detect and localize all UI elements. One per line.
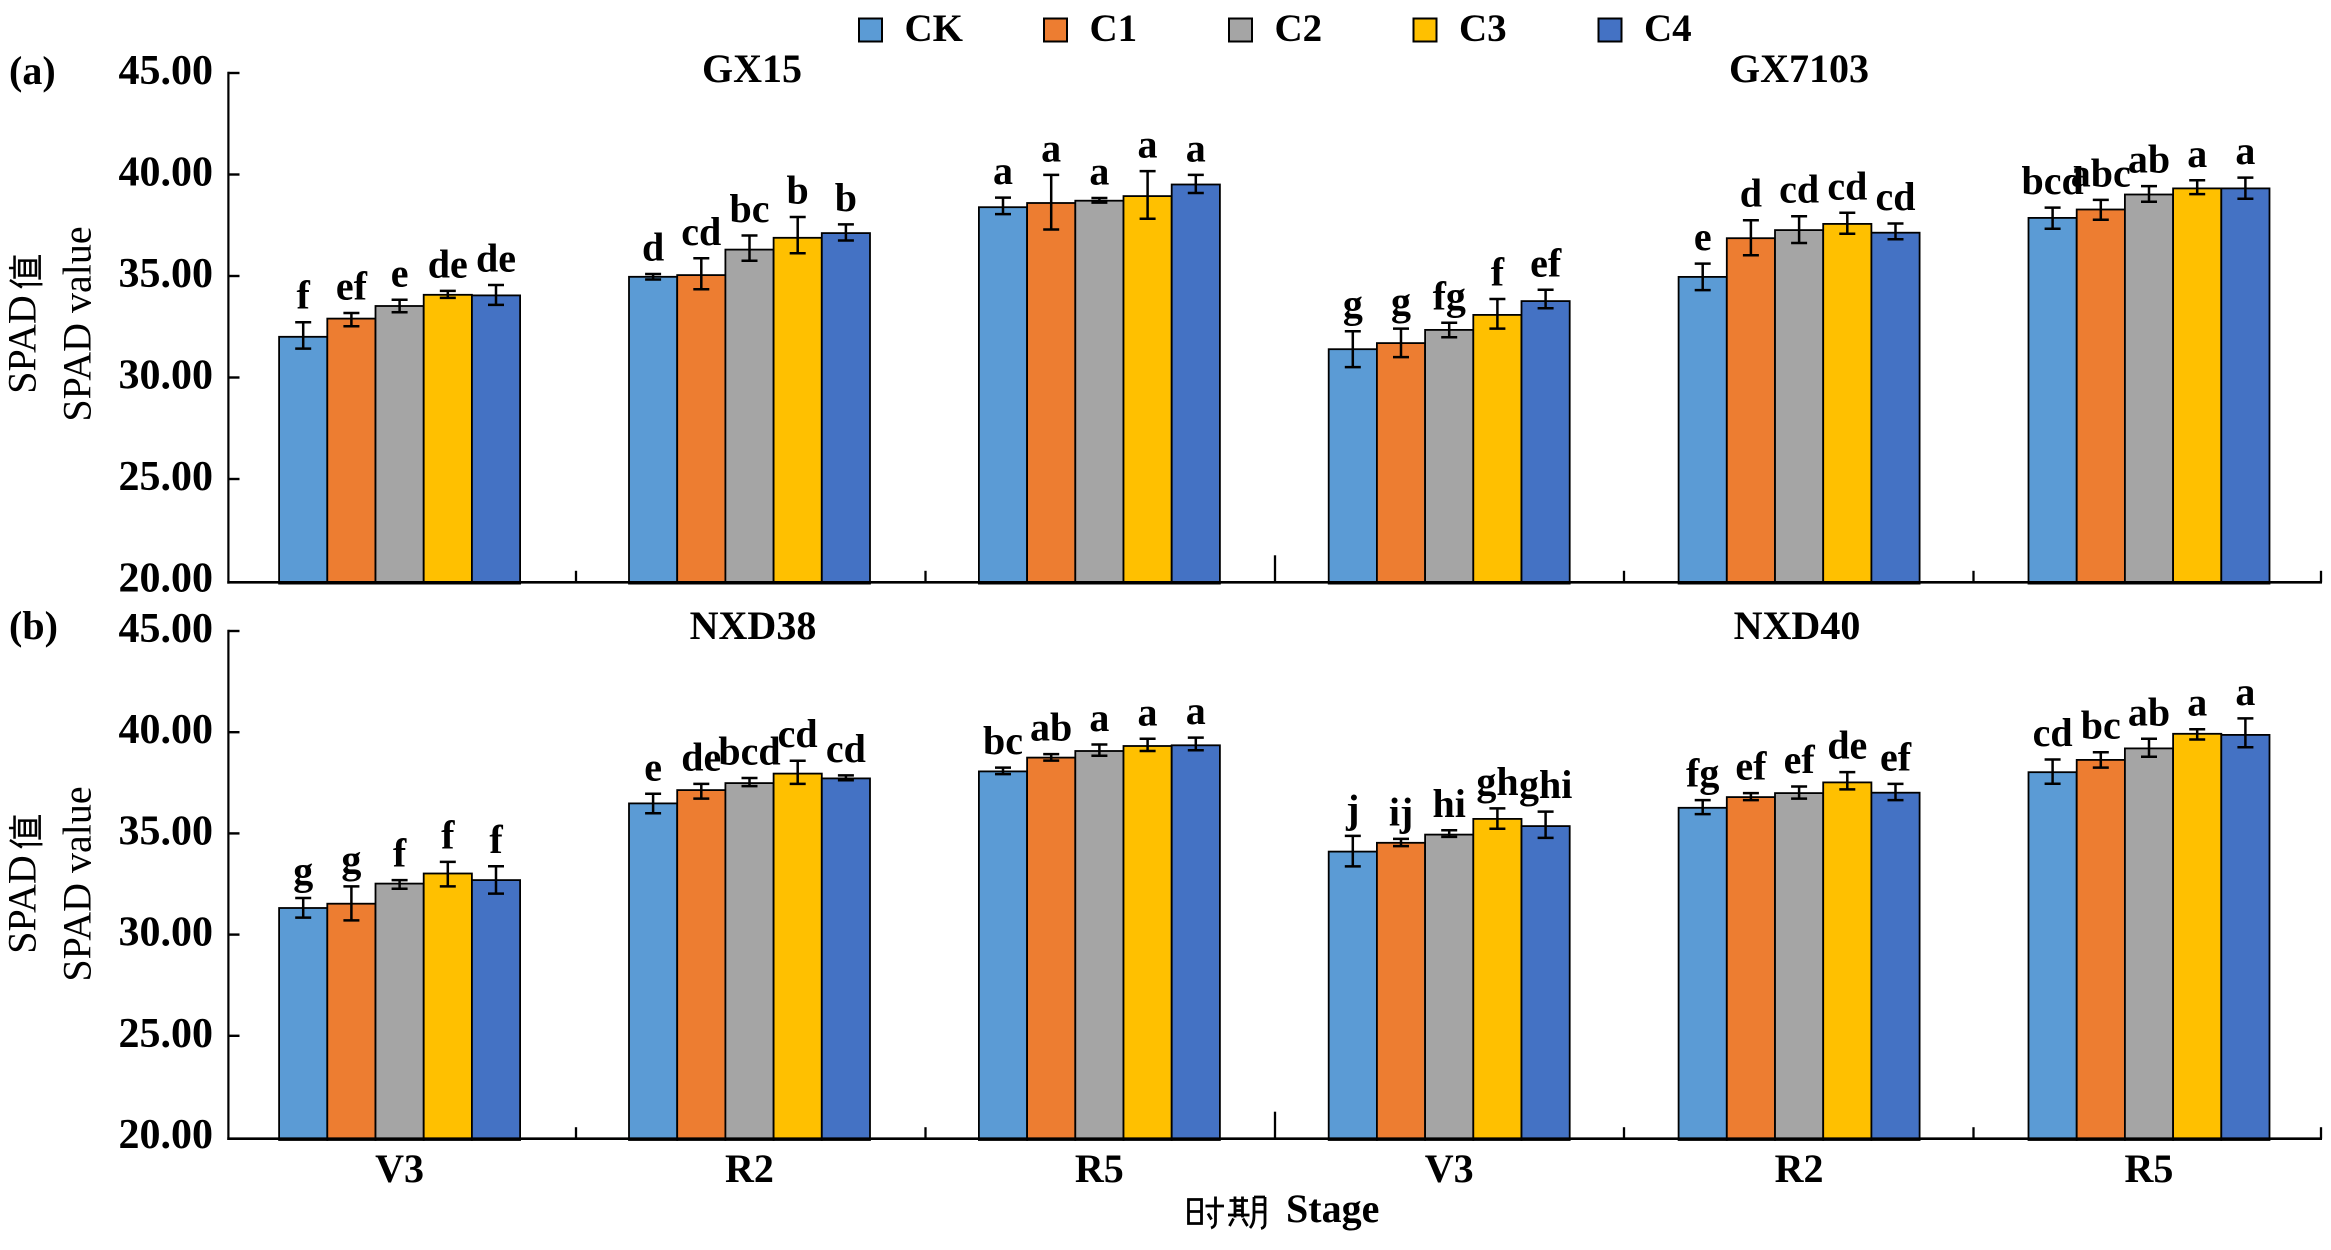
svg-text:bc: bc <box>983 718 1023 763</box>
svg-text:bcd: bcd <box>2021 158 2083 203</box>
svg-text:ij: ij <box>1389 789 1413 834</box>
svg-text:R5: R5 <box>2125 1146 2174 1191</box>
svg-text:de: de <box>476 236 516 281</box>
svg-text:a: a <box>1138 689 1158 734</box>
svg-text:g: g <box>341 837 361 882</box>
svg-text:ef: ef <box>1530 240 1562 285</box>
svg-text:a: a <box>2187 131 2207 176</box>
svg-text:V3: V3 <box>375 1146 424 1191</box>
svg-text:a: a <box>993 148 1013 193</box>
svg-text:f: f <box>489 817 503 862</box>
svg-text:de: de <box>681 734 721 779</box>
svg-text:de: de <box>428 241 468 286</box>
svg-text:cd: cd <box>1779 167 1819 212</box>
svg-text:R5: R5 <box>1075 1146 1124 1191</box>
svg-text:f: f <box>441 812 455 857</box>
svg-text:gh: gh <box>1476 759 1518 804</box>
svg-text:SPAD value: SPAD value <box>55 786 100 981</box>
svg-text:NXD38: NXD38 <box>690 603 817 648</box>
svg-text:SPAD: SPAD <box>0 295 45 394</box>
svg-text:f: f <box>297 273 311 318</box>
svg-text:20.00: 20.00 <box>119 1112 214 1158</box>
svg-text:35.00: 35.00 <box>119 251 214 297</box>
svg-text:a: a <box>1138 122 1158 167</box>
svg-text:C3: C3 <box>1459 7 1507 50</box>
svg-text:g: g <box>1343 282 1363 327</box>
svg-text:C4: C4 <box>1644 7 1692 50</box>
svg-text:45.00: 45.00 <box>119 606 214 652</box>
svg-text:ef: ef <box>1735 744 1767 789</box>
svg-text:a: a <box>2235 128 2255 173</box>
svg-text:40.00: 40.00 <box>119 150 214 196</box>
svg-text:e: e <box>1694 214 1712 259</box>
svg-text:40.00: 40.00 <box>119 707 214 753</box>
svg-text:a: a <box>2187 680 2207 725</box>
svg-text:cd: cd <box>2033 710 2073 755</box>
svg-text:bc: bc <box>2081 703 2121 748</box>
svg-text:(a): (a) <box>9 48 56 93</box>
svg-text:cd: cd <box>1827 163 1867 208</box>
svg-text:C1: C1 <box>1090 7 1138 50</box>
svg-text:SPAD value: SPAD value <box>55 226 100 421</box>
svg-text:Stage: Stage <box>1286 1186 1379 1231</box>
svg-text:ab: ab <box>2128 137 2170 182</box>
svg-text:R2: R2 <box>725 1146 774 1191</box>
svg-text:R2: R2 <box>1775 1146 1824 1191</box>
svg-text:e: e <box>644 744 662 789</box>
svg-text:GX7103: GX7103 <box>1729 46 1869 91</box>
svg-text:j: j <box>1345 786 1359 831</box>
svg-text:g: g <box>1391 279 1411 324</box>
svg-text:30.00: 30.00 <box>119 353 214 399</box>
svg-text:bcd: bcd <box>718 729 780 774</box>
svg-text:a: a <box>1186 688 1206 733</box>
svg-text:d: d <box>642 225 664 270</box>
svg-text:ab: ab <box>2128 689 2170 734</box>
svg-text:ef: ef <box>336 264 368 309</box>
svg-text:(b): (b) <box>9 603 58 648</box>
svg-text:20.00: 20.00 <box>119 556 214 602</box>
svg-text:V3: V3 <box>1425 1146 1474 1191</box>
svg-text:fg: fg <box>1686 751 1719 796</box>
svg-text:b: b <box>835 175 857 220</box>
svg-text:cd: cd <box>778 711 818 756</box>
svg-text:e: e <box>391 250 409 295</box>
svg-text:ghi: ghi <box>1519 762 1572 807</box>
svg-text:a: a <box>1041 125 1061 170</box>
svg-text:de: de <box>1827 723 1867 768</box>
svg-text:ef: ef <box>1784 737 1816 782</box>
svg-text:abc: abc <box>2071 150 2131 195</box>
svg-text:d: d <box>1740 171 1762 216</box>
svg-text:SPAD: SPAD <box>0 855 45 954</box>
svg-text:fg: fg <box>1433 273 1466 318</box>
svg-text:C2: C2 <box>1275 7 1323 50</box>
svg-text:GX15: GX15 <box>702 46 802 91</box>
svg-text:a: a <box>1186 125 1206 170</box>
svg-text:hi: hi <box>1433 781 1466 826</box>
svg-text:45.00: 45.00 <box>119 48 214 94</box>
svg-text:25.00: 25.00 <box>119 1011 214 1057</box>
svg-text:30.00: 30.00 <box>119 910 214 956</box>
svg-text:a: a <box>1089 149 1109 194</box>
svg-text:bc: bc <box>729 186 769 231</box>
svg-text:ef: ef <box>1880 734 1912 779</box>
svg-text:g: g <box>293 849 313 894</box>
svg-text:35.00: 35.00 <box>119 808 214 854</box>
svg-text:f: f <box>1491 250 1505 295</box>
svg-text:ab: ab <box>1030 705 1072 750</box>
svg-text:a: a <box>2235 669 2255 714</box>
svg-text:cd: cd <box>681 209 721 254</box>
svg-text:cd: cd <box>826 726 866 771</box>
svg-text:cd: cd <box>1876 174 1916 219</box>
svg-text:b: b <box>787 168 809 213</box>
svg-text:NXD40: NXD40 <box>1734 603 1861 648</box>
svg-text:25.00: 25.00 <box>119 454 214 500</box>
svg-text:a: a <box>1089 695 1109 740</box>
svg-text:CK: CK <box>905 7 964 50</box>
svg-text:f: f <box>393 831 407 876</box>
